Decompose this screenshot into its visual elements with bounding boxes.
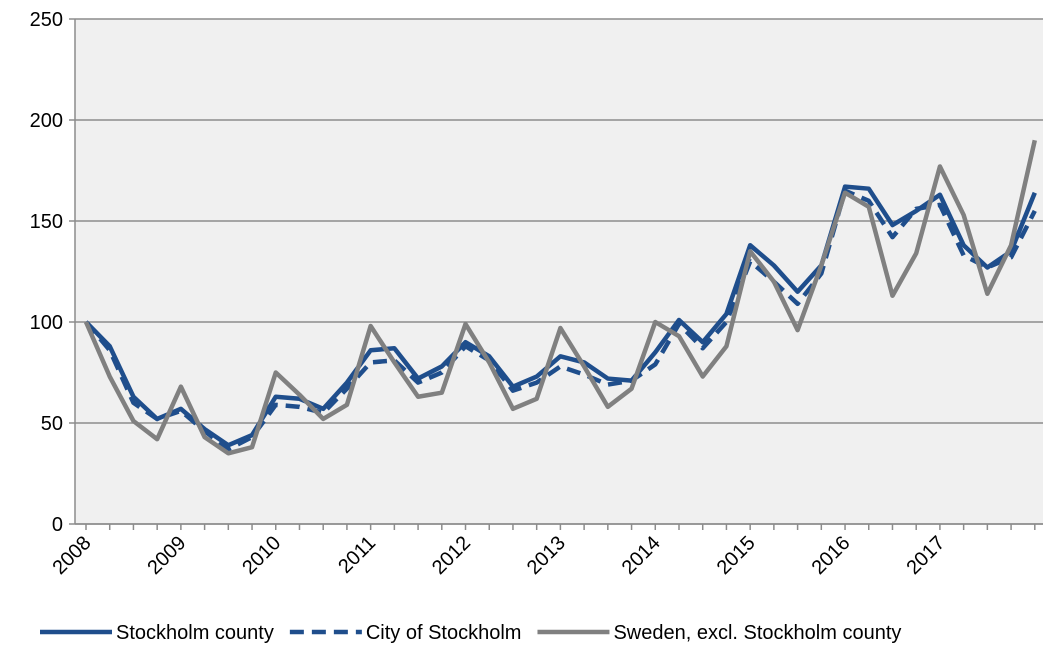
x-tick-label: 2010 xyxy=(238,532,285,579)
series-line xyxy=(84,188,1037,452)
legend-label: Sweden, excl. Stockholm county xyxy=(613,622,901,644)
x-tick-label: 2016 xyxy=(808,532,855,579)
legend-label: City of Stockholm xyxy=(366,622,522,644)
x-tick-label: 2008 xyxy=(49,532,96,579)
legend-label: Stockholm county xyxy=(116,622,274,644)
y-tick-label: 150 xyxy=(30,211,63,233)
series-line xyxy=(83,139,1037,456)
x-tick-label: 2013 xyxy=(523,532,570,579)
y-tick-label: 100 xyxy=(30,312,63,334)
y-tick-label: 250 xyxy=(30,9,63,31)
y-tick-label: 50 xyxy=(41,413,63,435)
x-tick-label: 2017 xyxy=(902,532,949,579)
series-line xyxy=(84,184,1037,448)
x-tick-label: 2015 xyxy=(713,532,760,579)
y-tick-label: 200 xyxy=(30,110,63,132)
x-tick-label: 2014 xyxy=(618,532,665,579)
x-tick-label: 2011 xyxy=(334,532,380,578)
x-tick-label: 2009 xyxy=(143,532,190,579)
y-tick-label: 0 xyxy=(52,514,63,536)
x-tick-label: 2012 xyxy=(428,532,475,579)
